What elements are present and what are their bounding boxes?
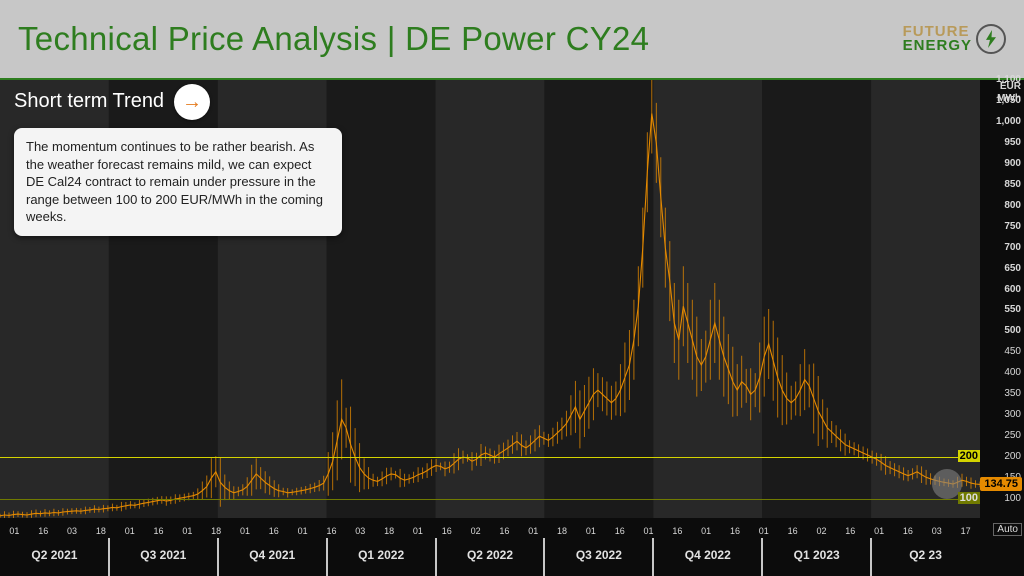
quarter-separator — [108, 538, 110, 576]
y-tick-label: 100 — [1004, 493, 1021, 504]
quarter-separator — [217, 538, 219, 576]
logo-head-icon — [976, 24, 1006, 54]
x-tick-label: 17 — [961, 526, 971, 536]
x-tick-label: 03 — [67, 526, 77, 536]
x-tick-label: 16 — [269, 526, 279, 536]
y-tick-label: 300 — [1004, 409, 1021, 420]
quarter-separator — [435, 538, 437, 576]
x-axis: 01 16 03 18 01 16 01 18 01 16 01 16 03 18 01 16 02 16 01 18… — [0, 518, 980, 576]
x-tick-label: 01 — [182, 526, 192, 536]
quarter-label: Q4 2021 — [249, 548, 295, 562]
price-chart: EUR MWh Auto 100150200250300350400450500… — [0, 78, 1024, 576]
quarter-label: Q1 2022 — [358, 548, 404, 562]
bolt-icon — [986, 30, 996, 48]
x-tick-label: 02 — [471, 526, 481, 536]
y-tick-label: 550 — [1004, 304, 1021, 315]
x-tick-label: 18 — [384, 526, 394, 536]
x-tick-label: 18 — [557, 526, 567, 536]
x-tick-label: 03 — [355, 526, 365, 536]
brand-logo: FUTURE ENERGY — [903, 24, 1006, 54]
quarter-label: Q2 2021 — [31, 548, 77, 562]
y-tick-label: 900 — [1004, 158, 1021, 169]
x-tick-label: 01 — [413, 526, 423, 536]
quarter-separator — [870, 538, 872, 576]
y-tick-label: 950 — [1004, 137, 1021, 148]
x-tick-label: 01 — [701, 526, 711, 536]
x-tick-label: 01 — [240, 526, 250, 536]
x-tick-label: 16 — [672, 526, 682, 536]
y-tick-label: 800 — [1004, 200, 1021, 211]
x-tick-label: 01 — [644, 526, 654, 536]
y-tick-label: 600 — [1004, 284, 1021, 295]
y-tick-label: 450 — [1004, 346, 1021, 357]
quarter-separator — [326, 538, 328, 576]
quarter-label: Q4 2022 — [685, 548, 731, 562]
x-tick-label: 16 — [788, 526, 798, 536]
x-tick-label: 01 — [298, 526, 308, 536]
analysis-callout: The momentum continues to be rather bear… — [14, 128, 342, 236]
x-tick-label: 01 — [528, 526, 538, 536]
trend-badge: → — [174, 84, 210, 120]
x-tick-label: 16 — [154, 526, 164, 536]
callout-title: Short term Trend — [14, 90, 164, 113]
quarter-label: Q3 2021 — [140, 548, 186, 562]
x-tick-label: 16 — [845, 526, 855, 536]
y-tick-label: 850 — [1004, 179, 1021, 190]
quarter-label: Q2 2022 — [467, 548, 513, 562]
x-tick-label: 16 — [442, 526, 452, 536]
x-tick-label: 18 — [96, 526, 106, 536]
x-tick-label: 18 — [211, 526, 221, 536]
x-tick-label: 16 — [326, 526, 336, 536]
y-tick-label: 650 — [1004, 263, 1021, 274]
y-tick-label: 1,000 — [996, 116, 1021, 127]
y-tick-label: 500 — [1004, 325, 1021, 336]
x-tick-label: 01 — [9, 526, 19, 536]
page-title: Technical Price Analysis | DE Power CY24 — [18, 20, 649, 58]
reference-line — [0, 499, 980, 500]
logo-text-energy: ENERGY — [903, 39, 972, 53]
current-price-tag: 134.75 — [980, 477, 1022, 491]
x-tick-label: 16 — [730, 526, 740, 536]
y-tick-label: 1,050 — [996, 95, 1021, 106]
header-bar: Technical Price Analysis | DE Power CY24… — [0, 0, 1024, 78]
x-tick-label: 03 — [932, 526, 942, 536]
reference-line-label: 100 — [958, 492, 980, 504]
x-tick-label: 01 — [125, 526, 135, 536]
quarter-label: Q3 2022 — [576, 548, 622, 562]
quarter-separator — [652, 538, 654, 576]
y-tick-label: 1,100 — [996, 74, 1021, 85]
x-tick-label: 01 — [759, 526, 769, 536]
y-tick-label: 700 — [1004, 242, 1021, 253]
reference-line-label: 200 — [958, 450, 980, 462]
y-tick-label: 200 — [1004, 451, 1021, 462]
x-tick-label: 02 — [816, 526, 826, 536]
x-tick-label: 01 — [586, 526, 596, 536]
x-tick-label: 01 — [874, 526, 884, 536]
quarter-label: Q2 23 — [909, 548, 942, 562]
x-tick-label: 16 — [903, 526, 913, 536]
x-tick-label: 16 — [38, 526, 48, 536]
y-tick-label: 400 — [1004, 367, 1021, 378]
y-tick-label: 350 — [1004, 388, 1021, 399]
x-tick-label: 16 — [615, 526, 625, 536]
y-tick-label: 250 — [1004, 430, 1021, 441]
quarter-separator — [761, 538, 763, 576]
y-axis: EUR MWh Auto 100150200250300350400450500… — [980, 80, 1024, 576]
auto-scale-label: Auto — [993, 523, 1022, 536]
logo-row: FUTURE ENERGY — [903, 25, 972, 54]
quarter-separator — [543, 538, 545, 576]
reference-line — [0, 457, 980, 458]
x-tick-label: 16 — [499, 526, 509, 536]
quarter-label: Q1 2023 — [794, 548, 840, 562]
y-tick-label: 750 — [1004, 221, 1021, 232]
arrow-right-icon: → — [182, 91, 202, 114]
